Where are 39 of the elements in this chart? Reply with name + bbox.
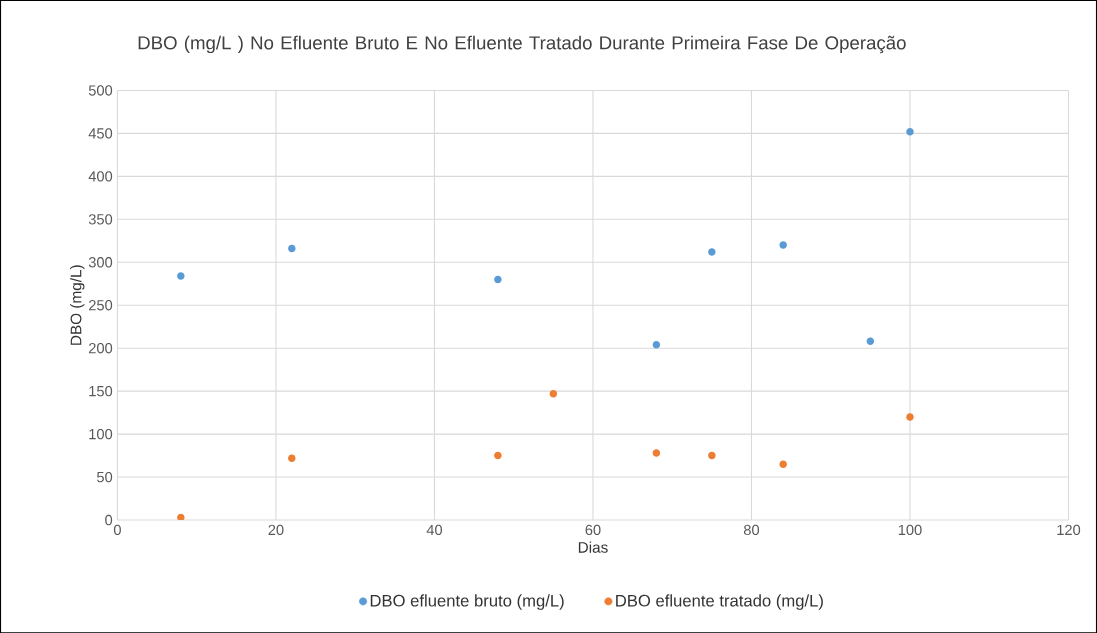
- x-tick-label: 100: [898, 524, 922, 535]
- point: [866, 337, 875, 345]
- point: [906, 127, 914, 136]
- y-tick-label: 250: [89, 299, 113, 311]
- y-tick-label: 450: [88, 128, 113, 139]
- chart-title: DBO (mg/L ) No Efluente Bruto E No Efluente Tratado Durante Primeira Fase De Operação: [138, 35, 906, 53]
- x-tick-label: 20: [268, 524, 284, 535]
- point: [288, 244, 296, 253]
- y-tick-label: 100: [89, 428, 113, 440]
- point: [494, 451, 502, 460]
- point: [288, 454, 296, 462]
- point: [177, 513, 185, 520]
- legend-label: DBO efluente bruto (mg/L): [370, 594, 564, 610]
- y-tick-label: 200: [89, 342, 113, 354]
- y-tick-label: 0: [105, 514, 113, 525]
- x-tick-label: 40: [426, 524, 443, 535]
- y-axis-title: DBO (mg/L): [70, 265, 85, 345]
- y-tick-label: 350: [88, 213, 113, 225]
- x-tick-label: 120: [1057, 524, 1081, 535]
- point: [652, 449, 661, 457]
- point: [549, 389, 558, 398]
- point: [177, 272, 185, 280]
- y-tick-label: 400: [88, 170, 113, 182]
- x-tick-label: 60: [585, 524, 601, 535]
- y-tick-label: 500: [88, 85, 113, 96]
- x-axis-title: Dias: [578, 541, 608, 553]
- y-tick-label: 50: [97, 471, 113, 483]
- point: [494, 275, 502, 283]
- x-tick-label: 0: [113, 524, 121, 535]
- legend-label: DBO efluente tratado (mg/L): [616, 594, 823, 610]
- point: [779, 241, 787, 249]
- y-tick-label: 300: [88, 256, 113, 268]
- x-tick-label: 80: [743, 524, 760, 535]
- point: [906, 412, 914, 421]
- point: [708, 451, 716, 460]
- y-tick-label: 150: [89, 385, 113, 397]
- point: [708, 248, 716, 256]
- point: [779, 460, 787, 468]
- point: [652, 340, 661, 349]
